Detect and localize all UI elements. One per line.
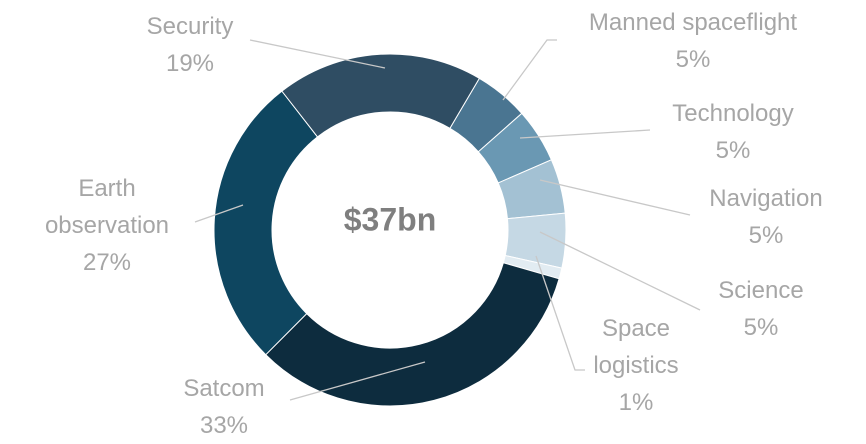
category-label: Manned spaceflight — [588, 9, 798, 36]
slice-label: Space logistics 1% — [581, 310, 691, 421]
slice-label: Security 19% — [115, 8, 265, 82]
value-label: 1% — [618, 389, 654, 416]
slice-label: Manned spaceflight 5% — [543, 4, 843, 78]
value-label: 19% — [165, 50, 215, 77]
value-label: 5% — [715, 137, 751, 164]
category-label: Security — [146, 13, 234, 40]
slice-label: Technology 5% — [633, 95, 833, 169]
leader-line — [535, 255, 585, 371]
category-label: Technology — [672, 100, 794, 127]
category-label: Space logistics — [593, 315, 679, 379]
donut-slice — [265, 262, 560, 407]
category-label: Science — [718, 277, 804, 304]
slice-label: Satcom 33% — [149, 370, 299, 444]
value-label: 27% — [82, 249, 132, 276]
leader-line — [539, 231, 701, 311]
slice-label: Navigation 5% — [666, 180, 866, 254]
center-label: $37bn — [344, 201, 436, 237]
donut-slice — [213, 90, 319, 356]
leader-line — [519, 129, 651, 139]
value-label: 5% — [675, 46, 711, 73]
leader-line — [502, 39, 557, 101]
category-label: Satcom — [183, 375, 265, 402]
value-label: 5% — [743, 314, 779, 341]
slice-label: Science 5% — [686, 272, 836, 346]
leader-line — [249, 39, 386, 69]
value-label: 33% — [199, 412, 249, 439]
value-label: 5% — [748, 222, 784, 249]
category-label: Earth observation — [44, 175, 170, 239]
leader-line — [194, 204, 244, 223]
donut-slice — [281, 53, 481, 138]
category-label: Navigation — [709, 185, 823, 212]
leader-line — [539, 179, 691, 216]
leader-line — [289, 361, 426, 401]
slice-label: Earth observation 27% — [22, 170, 192, 281]
